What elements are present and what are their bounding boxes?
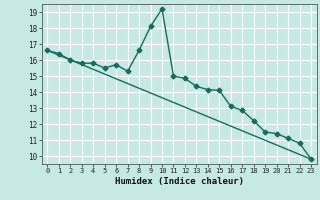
X-axis label: Humidex (Indice chaleur): Humidex (Indice chaleur) [115,177,244,186]
